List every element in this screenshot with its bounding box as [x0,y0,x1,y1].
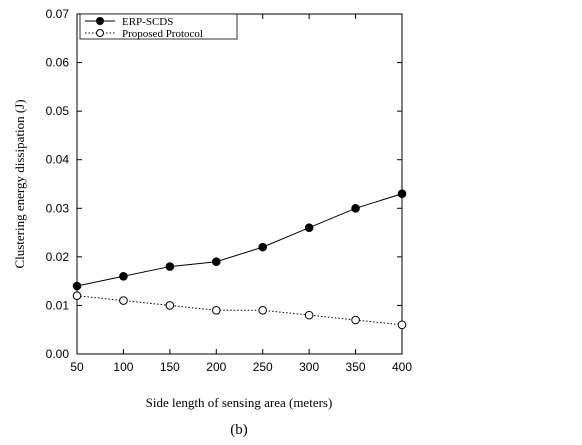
y-tick-label: 0.07 [46,7,70,21]
data-point-erp-scds [211,257,221,267]
y-tick-label: 0.04 [46,153,70,167]
x-tick-label: 350 [346,360,366,374]
data-point-erp-scds [72,281,82,291]
data-point-erp-scds [258,242,268,252]
y-tick-label: 0.02 [46,250,70,264]
y-tick-label: 0.03 [46,201,70,215]
x-tick-label: 400 [392,360,412,374]
data-point-proposed-protocol [211,305,221,315]
y-tick-label: 0.06 [46,56,70,70]
data-point-proposed-protocol [397,320,407,330]
y-tick-label: 0.00 [46,347,70,361]
x-tick-label: 300 [299,360,319,374]
legend-marker-proposed [96,29,104,37]
y-axis-title: Clustering energy dissipation (J) [12,99,27,268]
data-point-proposed-protocol [304,310,314,320]
x-tick-label: 100 [113,360,133,374]
series-line-erp-scds [76,193,403,287]
data-point-erp-scds [304,223,314,233]
figure-caption: (b) [230,422,248,438]
y-axis: 0.00 0.01 0.02 0.03 0.04 0.05 0.06 0.07 [46,7,402,361]
data-point-erp-scds [397,189,407,199]
x-tick-label: 200 [206,360,226,374]
data-point-proposed-protocol [258,305,268,315]
x-axis-title: Side length of sensing area (meters) [146,395,333,410]
data-point-erp-scds [165,262,175,271]
x-axis: 50 100 150 200 250 300 350 400 [70,14,412,374]
y-tick-label: 0.01 [46,298,70,312]
data-point-proposed-protocol [165,301,175,310]
data-point-proposed-protocol [119,296,128,305]
plot-frame [76,13,403,355]
data-point-erp-scds [119,271,128,281]
data-point-erp-scds [351,203,360,213]
legend-label-erp-scds: ERP-SCDS [122,16,173,28]
x-tick-label: 250 [253,360,273,374]
legend-box [79,13,238,40]
y-tick-label: 0.05 [46,104,70,118]
legend: ERP-SCDS Proposed Protocol [79,13,238,40]
data-point-proposed-protocol [72,291,82,301]
x-tick-label: 50 [70,360,84,374]
x-tick-label: 150 [160,360,180,374]
legend-marker-erp-scds [96,17,104,25]
series-layer [72,189,407,330]
legend-label-proposed: Proposed Protocol [122,28,203,40]
data-point-proposed-protocol [351,315,360,325]
